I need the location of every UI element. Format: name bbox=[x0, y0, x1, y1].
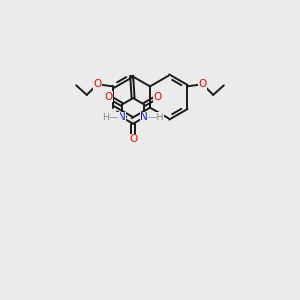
Text: N: N bbox=[118, 112, 126, 122]
Text: —H: —H bbox=[147, 113, 164, 122]
Text: O: O bbox=[104, 92, 112, 102]
Text: O: O bbox=[93, 79, 101, 89]
Text: O: O bbox=[199, 79, 207, 89]
Text: O: O bbox=[129, 134, 137, 144]
Text: N: N bbox=[140, 112, 148, 122]
Text: O: O bbox=[154, 92, 162, 102]
Text: H—: H— bbox=[103, 113, 119, 122]
